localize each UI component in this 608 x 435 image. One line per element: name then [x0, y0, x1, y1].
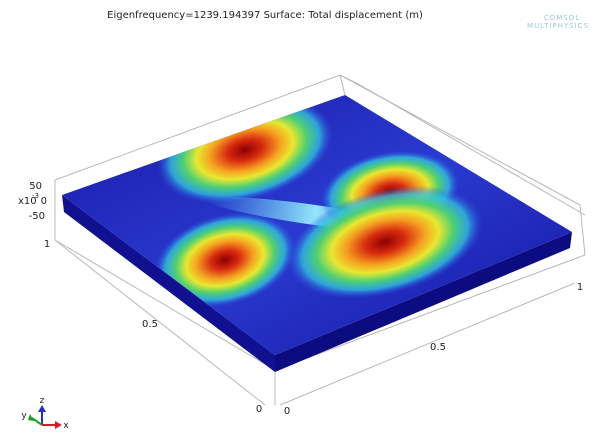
logo-line: MULTIPHYSICS	[527, 22, 589, 30]
viewport: Eigenfrequency=1239.194397 Surface: Tota…	[0, 0, 608, 435]
y-tick-label: 1	[44, 239, 50, 250]
plot-title: Eigenfrequency=1239.194397 Surface: Tota…	[107, 10, 423, 21]
x-tick-label: 0.5	[430, 342, 446, 353]
y-tick-label: 0.5	[142, 319, 158, 330]
z-exponent: -3	[32, 192, 39, 200]
logo-line: COMSOL	[544, 14, 580, 22]
z-tick-label: 0	[41, 196, 47, 207]
z-tick-label: 50	[29, 181, 42, 192]
x-tick-label: 1	[577, 282, 583, 293]
y-tick-label: 0	[256, 404, 262, 415]
x-tick-label: 0	[284, 406, 290, 417]
triad-label: y	[21, 411, 27, 421]
axis-triad: z y x	[21, 396, 69, 431]
triad-label: z	[40, 396, 45, 406]
triad-label: x	[63, 421, 69, 431]
plate	[62, 78, 572, 372]
z-tick-label: -50	[29, 211, 45, 222]
